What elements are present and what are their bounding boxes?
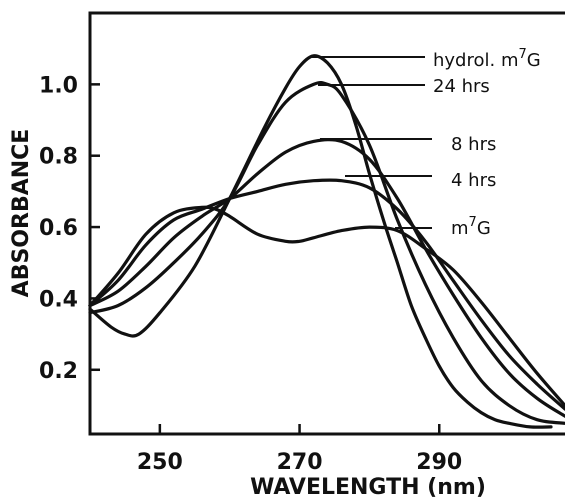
x-tick-label-270: 270 [277,450,323,475]
x-tick-label-250: 250 [137,450,183,475]
series-label-2: 8 hrs [451,134,496,155]
curves [88,54,565,429]
series-label-0: hydrol. m7G [433,47,541,71]
series-line-3 [88,178,565,411]
y-tick-label-2: 0.6 [39,216,78,241]
y-tick-label-4: 1.0 [39,73,78,98]
series-label-3: 4 hrs [451,170,496,191]
y-axis-label: ABSORBANCE [9,129,34,298]
ticks: 250 270 290 0.2 0.4 0.6 0.8 1.0 [39,73,462,475]
series-labels: hydrol. m7G 24 hrs 8 hrs 4 hrs m7G [310,47,541,239]
series-line-4 [88,205,565,408]
y-tick-label-1: 0.4 [39,287,78,312]
x-axis-label: WAVELENGTH (nm) [250,475,486,500]
axes [88,11,565,436]
y-tick-label-0: 0.2 [39,359,78,384]
axis-frame [88,11,565,436]
y-tick-label-3: 0.8 [39,145,78,170]
series-line-0 [88,54,553,429]
series-label-1: 24 hrs [433,76,490,97]
series-label-4: m7G [451,215,491,239]
x-tick-label-290: 290 [416,450,462,475]
